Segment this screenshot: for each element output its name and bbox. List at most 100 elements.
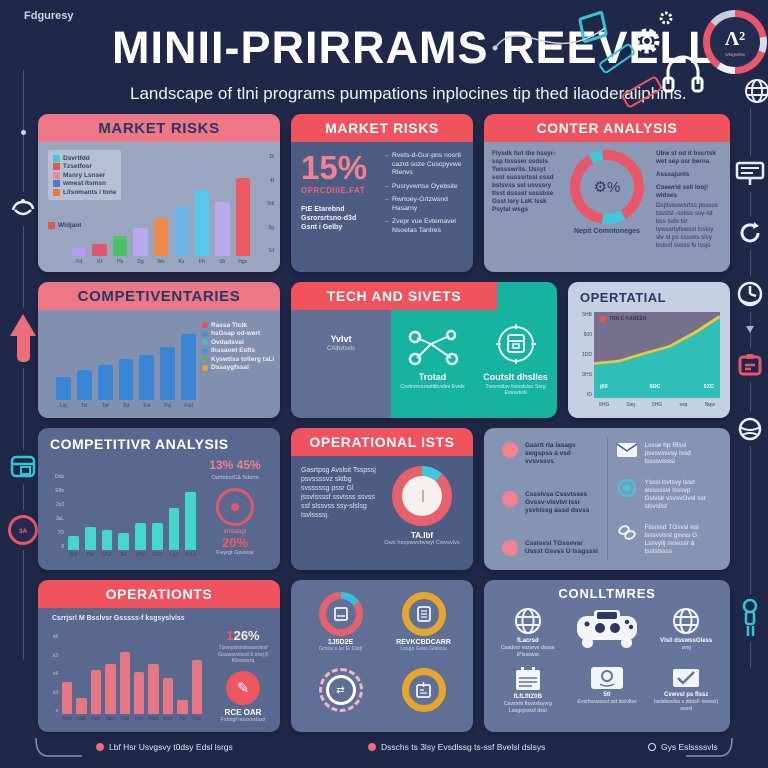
refresh-icon <box>740 222 760 243</box>
card-competiventaries: COMPETIVENTARIES Lst Tst Tsf Tst Fst Fsl Fsd R… <box>38 282 280 418</box>
chart-sublegend: Wldjant <box>48 221 81 229</box>
footer-item-3: Gys Eslssssvls <box>661 742 718 752</box>
card-title: OPERTATIAL <box>580 290 667 305</box>
corner-label: Fdguresy <box>24 10 74 22</box>
links-icon <box>617 525 636 540</box>
id-badge-icon <box>401 668 446 712</box>
card-opertatial: OPERTATIAL 5HB 500 1DD 0HS ID TRN E KANEEN j… <box>568 282 730 418</box>
donut-chart: ⚙% <box>570 150 644 224</box>
browser-window-icon <box>10 455 36 478</box>
footer-bracket-right <box>686 737 733 757</box>
right-rail <box>734 108 766 708</box>
check-envelope-icon <box>673 669 700 687</box>
card-title: TECH AND SIVETS <box>291 282 497 310</box>
page-subtitle: Landscape of tlni programs pumpations in… <box>130 84 687 103</box>
archive-compass-icon <box>495 323 536 364</box>
footer-dot-icon <box>368 743 376 751</box>
donut-document-icon <box>318 592 363 636</box>
card-title: OPERATIONAL ISTS <box>291 428 473 456</box>
smiley-badge-icon: ᴈᴀ <box>8 515 38 545</box>
left-text: Flysdk fsrl tbe hssyr-ssp tsssser ssdsls… <box>492 150 556 213</box>
left-label: Yvlvt <box>330 334 352 344</box>
card-competitivr-analysis: COMPETITIVR ANALYSIS Dds E8s 2s3 3sL 7D 8 Gst… <box>38 428 280 570</box>
screwdriver-icon <box>742 598 758 636</box>
card-title: CONTER ANALYSIS <box>484 114 730 142</box>
right-text: Ubw st od it bscrtsk wet sep ssr berna A… <box>656 150 718 249</box>
bullet-icon <box>502 540 518 556</box>
stat-big: 20% <box>221 535 249 550</box>
gear-small-icon <box>659 11 673 25</box>
x-axis-labels: Lst Tst Tsf Tst Fst Fsl Fsd <box>60 403 193 409</box>
bullet-icon <box>502 491 518 507</box>
area-chart: TRN E KANEEN j50 5DC 5ZC <box>594 312 720 398</box>
left-rail: ᴈᴀ <box>6 70 40 670</box>
x-axis-labels: Mss sNE Fsly Mss TsG Fsls MsS Mss As Fss <box>62 716 201 722</box>
bar-chart: Dsvrtfdd Tzsetfosr Msnry Lsnser wmest Itsms… <box>38 142 280 272</box>
pie-chart <box>392 466 452 526</box>
footer: Lbf Hsr Usvgsvy t0dsy Edsl lsrgs Dsschs … <box>0 737 768 758</box>
bar-chart: Lst Tst Tsf Tst Fst Fsl Fsd Rassa Tlctk hsGsap … <box>38 310 280 418</box>
card-title: MARKET RISKS <box>38 114 280 142</box>
gear-percent-icon: ⚙% <box>593 179 621 196</box>
bar-chart <box>62 634 203 714</box>
gamepad-icon <box>576 610 637 648</box>
x-axis-labels: Fd Kf Hs Dg Ws Ks Fh Sh Hgs <box>76 259 248 265</box>
stat-pair: 13% 45% <box>209 458 261 472</box>
connector-doodle <box>492 27 606 51</box>
card-checklist: Gasrlt rla lasags swgspss á vsd vvsvssvs… <box>484 428 730 570</box>
bullet-icon <box>502 442 518 458</box>
card-title: CONLLTMRES <box>558 586 656 601</box>
bullet-list: Rvets-d-Gur-pns nosrtl cazrd soze Cuscpy… <box>385 152 463 262</box>
o-card-icon <box>590 667 623 689</box>
chart-subtitle: Csrrjsrl M Bsslvsr Gsssss-f ksgsyslvlss <box>52 615 185 622</box>
network-icon <box>408 329 458 365</box>
footer-bracket-left <box>35 737 82 757</box>
y-axis-labels: Dds E8s 2s3 3sL 7D 8 <box>55 474 64 550</box>
card-icon-grid: 1J5D2E Gmsa s lsr Ei Dlstl REVKCBDCARR L… <box>291 580 473 732</box>
globe-icon <box>514 608 541 634</box>
big-stat: 15% <box>301 149 368 186</box>
hand-icon <box>11 199 35 216</box>
card-tech-and-sivets: Yvlvt CAlbvtsvls Trota <box>291 282 557 418</box>
y-axis-labels: s8 s3 s4 s3 s <box>52 634 58 714</box>
circular-diagram-icon: ⇄ <box>318 668 363 712</box>
globe-doodle-icon <box>745 79 768 103</box>
gear-icon <box>634 28 660 54</box>
globe-rail-icon <box>738 417 762 441</box>
y-axis-labels: 1k 4f 5dl 5g 1d <box>267 154 274 254</box>
card-title: OPERATIONTS <box>38 580 280 608</box>
target-icon <box>617 479 636 497</box>
pencil-badge-icon: ✎ <box>226 670 260 705</box>
clipboard-icon <box>738 354 762 376</box>
card-title: COMPETITIVR ANALYSIS <box>50 436 229 452</box>
stat: 126% <box>226 628 260 643</box>
up-arrow-icon <box>10 314 36 362</box>
card-market-risks-stat: MARKET RISKS 15% OPRCDIIIE.FAT FtE Etare… <box>291 114 473 272</box>
globe-icon <box>673 608 700 634</box>
headphones-icon <box>662 55 704 93</box>
logo-badge: Λ² Ivfsgsvlss <box>703 10 767 74</box>
donut-caption: Nepit Comntoneges <box>573 228 641 235</box>
footer-dot-icon <box>96 743 104 751</box>
chart-legend: Dsvrtfdd Tzsetfosr Msnry Lsnser wmest Itsms… <box>48 150 122 200</box>
card-conlltmres: CONLLTMRES fLacrsd Csadvsr vszsrvs dssse… <box>484 580 730 732</box>
pie-caption: TA.Ibf <box>410 531 434 540</box>
y-axis-labels: 5HB 500 1DD 0HS ID <box>581 312 592 398</box>
chart-legend: Rassa Tlctk hsGsap od-wert Ovdadsval Ihssao… <box>202 320 274 373</box>
footer-item-1: Lbf Hsr Usvgsvy t0dsy Edsl lsrgs <box>109 742 233 752</box>
left-sub: CAlbvtsvls <box>326 346 355 352</box>
page-title: MINII-PRIRRAMS REEVELL <box>112 22 717 73</box>
footer-circle-icon <box>648 743 656 751</box>
cycle-arrows-icon <box>216 488 254 526</box>
stat-label: OPRCDIIIE.FAT <box>301 186 366 195</box>
card-market-risks-chart: MARKET RISKS Dsvrtfdd Tzsetfosr Msnry Lsns… <box>38 114 280 272</box>
x-axis-labels: Gst Fsl VGl TsL VGy GsS Lss FsLs <box>69 552 196 558</box>
logo-letter: Λ² <box>724 27 746 50</box>
card-conter-analysis: CONTER ANALYSIS Flysdk fsrl tbe hssyr-ss… <box>484 114 730 272</box>
card-operationts: OPERATIONTS Csrrjsrl M Bsslvsr Gsssss-f … <box>38 580 280 732</box>
gauge-clock-icon <box>737 281 763 307</box>
left-text: Gasrtpsg Avslsit Tsspssj psvssssvz sktbg… <box>301 467 376 519</box>
footer-item-2: Dsschs ts 3lsy Evsdlssg ts-ssf Bvelsl ds… <box>381 742 546 752</box>
rail-dot-icon <box>20 130 26 135</box>
calendar-icon <box>515 667 540 690</box>
